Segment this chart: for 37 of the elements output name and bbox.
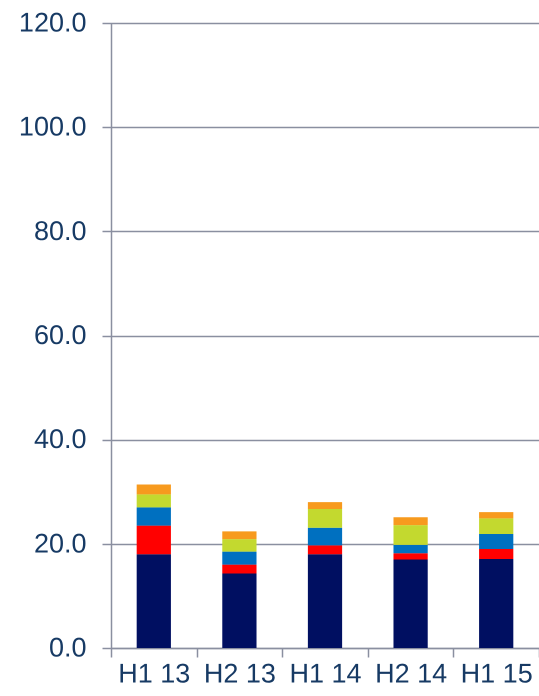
bar bbox=[222, 552, 257, 565]
bar bbox=[308, 554, 342, 648]
bar bbox=[222, 574, 257, 648]
bar bbox=[136, 494, 171, 508]
y-tick-label: 20.0 bbox=[34, 528, 86, 558]
bar bbox=[479, 534, 514, 550]
y-tick-label: 120.0 bbox=[18, 8, 86, 38]
bar bbox=[393, 517, 428, 526]
bar bbox=[136, 554, 171, 648]
x-tick-label: H1 14 bbox=[289, 658, 362, 688]
bar bbox=[136, 526, 171, 554]
y-tick-label: 100.0 bbox=[18, 112, 86, 142]
bar bbox=[222, 531, 257, 540]
y-tick-label: 80.0 bbox=[34, 216, 86, 246]
x-tick-label: H1 13 bbox=[118, 658, 190, 688]
bar bbox=[393, 553, 428, 560]
y-tick-label: 0.0 bbox=[48, 632, 86, 662]
bar bbox=[222, 564, 257, 574]
bar bbox=[308, 502, 342, 509]
bar bbox=[479, 518, 514, 534]
x-tick-label: H2 14 bbox=[375, 658, 448, 688]
bar bbox=[308, 545, 342, 554]
x-tick-label: H1 15 bbox=[460, 658, 533, 688]
x-tick-label: H2 13 bbox=[204, 658, 276, 688]
y-tick-label: 60.0 bbox=[34, 320, 86, 350]
bar bbox=[479, 549, 514, 559]
bar bbox=[393, 559, 428, 648]
bar bbox=[308, 508, 342, 528]
bar bbox=[393, 525, 428, 545]
bar bbox=[479, 512, 514, 518]
bar bbox=[222, 539, 257, 552]
y-tick-label: 40.0 bbox=[34, 424, 86, 454]
bar bbox=[308, 528, 342, 546]
bar bbox=[136, 507, 171, 526]
bar bbox=[136, 484, 171, 494]
bar bbox=[479, 558, 514, 648]
bar bbox=[393, 544, 428, 554]
